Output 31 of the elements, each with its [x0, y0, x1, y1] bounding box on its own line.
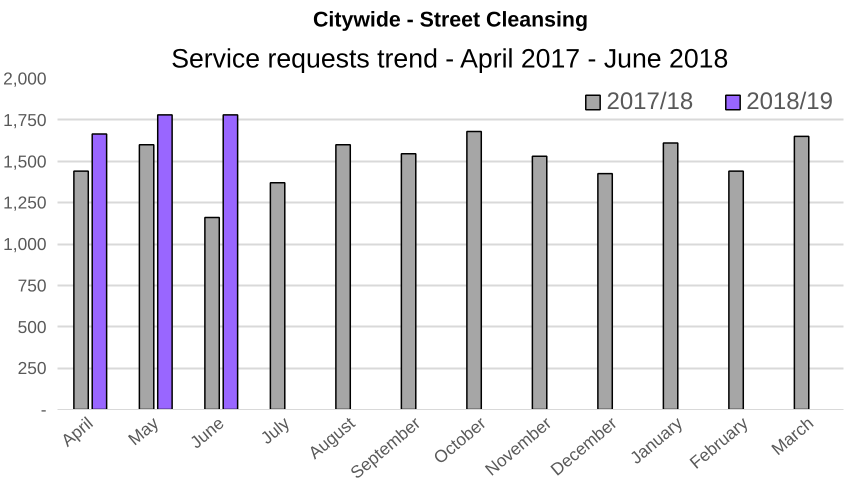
bar	[204, 216, 220, 410]
bar	[466, 130, 482, 410]
y-tick-label: 1,000	[3, 234, 47, 254]
y-tick-label: 750	[18, 275, 47, 296]
bar	[73, 170, 90, 410]
chart-subtitle: Service requests trend - April 2017 - June 2018	[171, 44, 728, 74]
y-tick-label: 1,500	[3, 151, 47, 172]
x-tick-label: June	[186, 412, 228, 452]
bar	[532, 156, 548, 410]
y-tick-label: -	[40, 400, 47, 420]
legend-label: 2018/19	[746, 88, 833, 116]
bar	[156, 114, 173, 410]
x-tick-label: July	[256, 412, 294, 448]
bar	[270, 182, 286, 410]
chart-title: Citywide - Street Cleansing	[313, 8, 588, 32]
y-tick-label: 500	[18, 316, 47, 337]
y-tick-label: 1,250	[3, 192, 47, 213]
bar	[222, 114, 238, 410]
y-tick-label: 250	[18, 358, 47, 378]
bar	[91, 133, 108, 410]
x-tick-label: May	[124, 412, 162, 450]
y-tick-label: 1,750	[3, 110, 47, 130]
y-tick-label: 2,000	[3, 68, 47, 88]
bar	[728, 170, 744, 410]
bar	[662, 142, 679, 410]
bar	[597, 172, 614, 410]
bar	[400, 153, 417, 410]
bar	[335, 144, 352, 410]
bar	[794, 136, 810, 410]
bar	[138, 144, 155, 410]
legend-label: 2017/18	[606, 88, 694, 116]
